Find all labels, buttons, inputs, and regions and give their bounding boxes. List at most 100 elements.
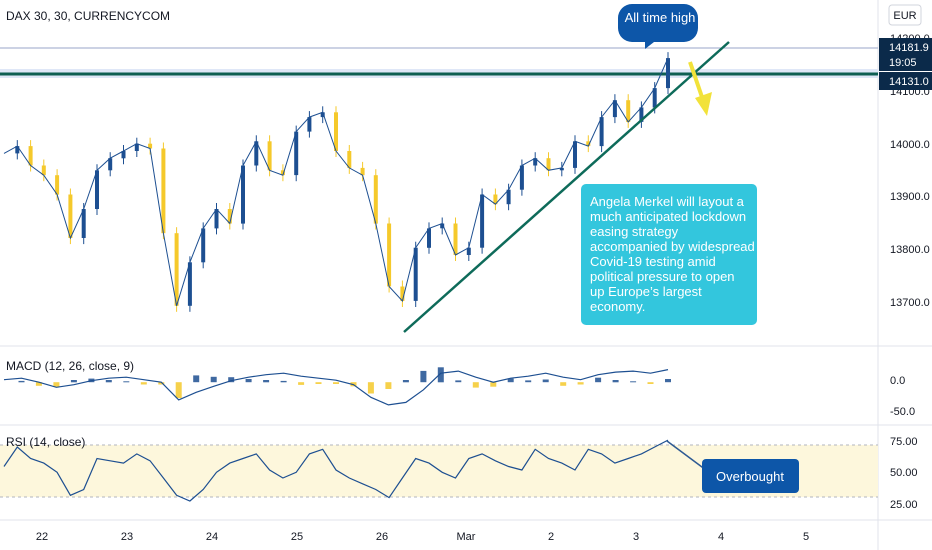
rsi-series-group [3,439,669,502]
macd-histogram-bar [175,382,182,399]
macd-histogram-bar [455,380,462,383]
price-candles [15,52,670,312]
macd-series-group [3,369,669,406]
time-tick: 23 [121,531,133,543]
time-tick: 2 [548,531,554,543]
time-tick: 5 [803,531,809,543]
macd-histogram-bar [228,377,235,383]
macd-histogram-bar [298,382,305,385]
candle-body [201,228,206,263]
candle-body [294,131,299,176]
candle-body [440,223,445,229]
note-line: accompanied by widespread [590,239,755,254]
price-tick: 13900.0 [890,191,930,203]
candle-body [413,247,418,301]
candle-body [227,209,232,224]
candle-body [214,209,219,229]
candle-body [41,165,46,176]
macd-histogram-bar [542,379,549,383]
candle-body [95,170,99,209]
macd-histogram-bar [665,379,671,383]
price-series-line [3,57,669,306]
candle-body [334,112,338,151]
candle-body [546,158,551,171]
note-line: political pressure to open [590,269,735,284]
time-tick: 22 [36,531,48,543]
candle-body [400,286,405,301]
overbought-pointer-line [666,440,707,471]
note-line: easing strategy [590,224,679,239]
macd-histogram-bar [245,379,252,383]
note-line: Covid-19 testing amid [590,254,716,269]
chart-title: DAX 30, 30, CURRENCYCOM [6,9,170,23]
macd-histogram-bar [105,380,112,383]
candle-body [320,112,325,118]
candle-body [68,194,73,238]
rsi-tick: 50.00 [890,467,918,479]
candle-body [108,158,113,171]
overbought-text: Overbought [716,469,784,484]
last-price-value: 14181.9 [889,42,929,54]
candle-body [466,247,471,255]
macd-tick: -50.0 [890,406,915,418]
candle-body [652,88,657,108]
currency-button[interactable] [888,4,922,26]
macd-histogram-bar [472,382,479,388]
macd-series-line [3,369,669,406]
candle-body [15,146,20,154]
candle-body [161,148,166,234]
candle-body [148,143,153,149]
candle-body [573,141,577,168]
note-line: much anticipated lockdown [590,209,746,224]
macd-histogram-bar [525,380,532,383]
candle-body [626,100,631,122]
candle-body [387,223,392,287]
macd-histogram-bar [280,380,287,383]
macd-histogram-bar [402,380,409,383]
last-price-tag [879,38,932,71]
macd-histogram-bar [385,382,392,389]
macd-histogram-bar [420,370,427,383]
candle-body [519,165,524,190]
macd-histogram-bar [647,382,654,384]
candle-body [307,117,312,132]
level-price-tag [879,72,932,90]
candle-body [81,209,86,238]
macd-histogram-bar [595,377,602,383]
candle-body [599,117,604,147]
time-tick: 3 [633,531,639,543]
candle-body [174,233,179,306]
candle-body [55,175,60,195]
ascending-trendline[interactable] [403,41,730,333]
rsi-series-line [3,439,669,502]
note-line: Angela Merkel will layout a [590,194,745,209]
down-arrow-icon [688,61,712,116]
currency-label: EUR [893,10,916,22]
rsi-tick: 75.00 [890,436,918,448]
candle-body [134,143,139,151]
candle-body [533,158,538,166]
candle-body [347,151,352,168]
macd-histogram-bar [612,380,619,383]
macd-histogram-bar [193,375,200,383]
price-series-group [3,57,669,306]
candle-body [427,228,431,248]
overbought-label-box[interactable]: Overbought [702,459,799,493]
merkel-note-box[interactable]: Angela Merkel will layout a much anticip… [581,184,757,325]
all-time-high-callout[interactable]: All time high [618,4,698,49]
note-line: up Europe’s largest [590,284,702,299]
all-time-high-text: All time high [625,10,696,25]
macd-histogram-bar [53,382,60,387]
candle-body [666,58,670,89]
candle-body [493,194,498,205]
macd-histogram-bar [140,382,147,385]
macd-histogram-bar [315,382,322,384]
macd-histogram-bar [560,382,567,386]
candle-body [373,175,378,224]
time-tick: 24 [206,531,218,543]
candle-body [639,107,644,122]
candle-body [121,151,126,159]
candle-body [28,146,33,166]
macd-tick: 0.0 [890,375,905,387]
